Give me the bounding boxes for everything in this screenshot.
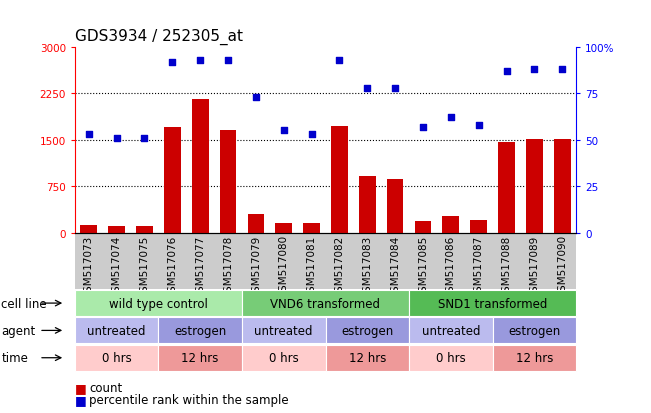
Text: time: time (1, 351, 28, 364)
Bar (164, 128, 181, 233)
Point (529, 66, 540, 73)
Text: estrogen: estrogen (174, 324, 227, 337)
Bar (526, 140, 543, 233)
Bar (443, 216, 459, 233)
Bar (470, 220, 487, 233)
Text: cell line: cell line (1, 297, 47, 310)
Text: 12 hrs: 12 hrs (348, 351, 386, 364)
Bar (554, 139, 570, 233)
Text: GDS3934 / 252305_at: GDS3934 / 252305_at (75, 28, 243, 45)
Bar (247, 215, 264, 233)
Text: 0 hrs: 0 hrs (436, 351, 465, 364)
Text: untreated: untreated (422, 324, 480, 337)
Point (557, 66, 568, 73)
Text: count: count (89, 381, 122, 394)
Bar (275, 224, 292, 233)
Point (445, 115, 456, 121)
Text: 12 hrs: 12 hrs (182, 351, 219, 364)
Text: agent: agent (1, 324, 36, 337)
Point (223, 57, 233, 64)
Point (83, 131, 94, 138)
Bar (359, 176, 376, 233)
Point (279, 128, 289, 135)
Point (111, 135, 122, 142)
Point (501, 69, 512, 75)
Text: 12 hrs: 12 hrs (516, 351, 553, 364)
Text: percentile rank within the sample: percentile rank within the sample (89, 393, 289, 406)
Bar (498, 142, 515, 233)
Text: VND6 transformed: VND6 transformed (271, 297, 380, 310)
Bar (192, 100, 208, 233)
Bar (303, 224, 320, 233)
Bar (136, 227, 153, 233)
Bar (387, 179, 404, 233)
Point (473, 122, 484, 129)
Text: untreated: untreated (255, 324, 313, 337)
Text: ■: ■ (75, 393, 87, 406)
Bar (108, 226, 125, 233)
Text: estrogen: estrogen (508, 324, 561, 337)
Text: wild type control: wild type control (109, 297, 208, 310)
Bar (331, 127, 348, 233)
Text: ■: ■ (75, 381, 87, 394)
Text: estrogen: estrogen (341, 324, 393, 337)
Bar (415, 221, 432, 233)
Point (307, 131, 317, 138)
Text: 0 hrs: 0 hrs (269, 351, 299, 364)
Point (390, 85, 400, 92)
Text: untreated: untreated (87, 324, 146, 337)
Point (139, 135, 150, 142)
Point (195, 57, 206, 64)
Bar (81, 226, 97, 233)
Point (251, 95, 261, 101)
Point (167, 59, 178, 66)
Point (418, 124, 428, 131)
Point (362, 85, 372, 92)
Text: SND1 transformed: SND1 transformed (438, 297, 547, 310)
Text: 0 hrs: 0 hrs (102, 351, 132, 364)
Point (334, 57, 344, 64)
Bar (219, 131, 236, 233)
